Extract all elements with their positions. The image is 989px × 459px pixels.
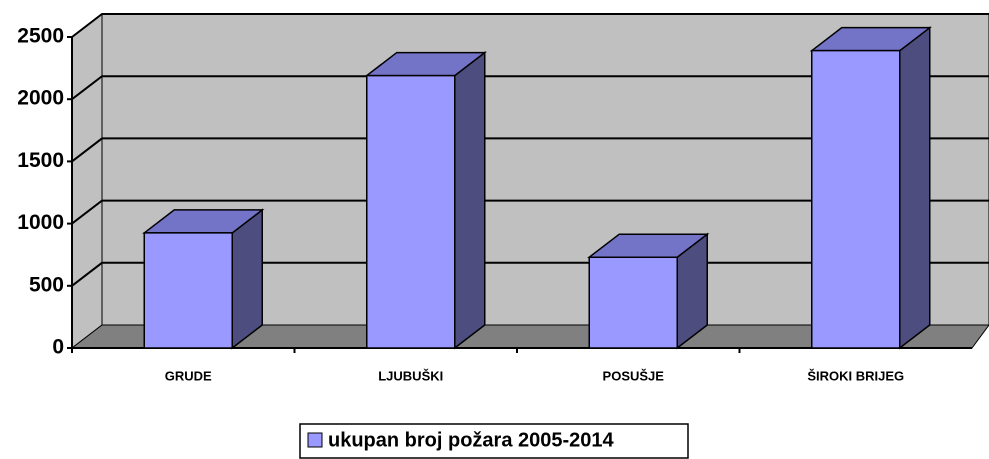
grid-line — [71, 199, 989, 225]
grid-line — [71, 137, 989, 163]
legend-label: ukupan broj požara 2005-2014 — [328, 429, 615, 451]
bar-side — [454, 51, 486, 350]
y-tick-label: 2000 — [17, 87, 64, 110]
x-tick-label: ŠIROKI BRIJEG — [807, 368, 904, 383]
y-tick-label: 2500 — [17, 25, 64, 48]
x-tick-label: POSUŠJE — [603, 368, 665, 383]
y-tick-label: 1000 — [17, 211, 64, 234]
bar — [587, 232, 710, 350]
x-tick-label: GRUDE — [165, 368, 212, 383]
legend-swatch — [307, 432, 323, 448]
y-tick-label: 500 — [29, 273, 64, 296]
side-wall — [71, 12, 103, 350]
bar — [809, 26, 932, 350]
bar-front — [366, 74, 456, 349]
grid-line — [71, 13, 989, 38]
grid-line — [71, 75, 989, 100]
legend-box — [299, 423, 689, 459]
y-tick-label: 0 — [52, 336, 64, 359]
bar-side — [231, 208, 263, 350]
x-tick-label: LJUBUŠKI — [378, 368, 443, 383]
bar-side — [899, 26, 931, 350]
bar — [364, 51, 487, 350]
bar — [142, 208, 265, 350]
bar-front — [143, 232, 233, 349]
bar-front — [811, 49, 901, 349]
bar-front — [588, 256, 678, 349]
y-tick-label: 1500 — [17, 149, 64, 172]
